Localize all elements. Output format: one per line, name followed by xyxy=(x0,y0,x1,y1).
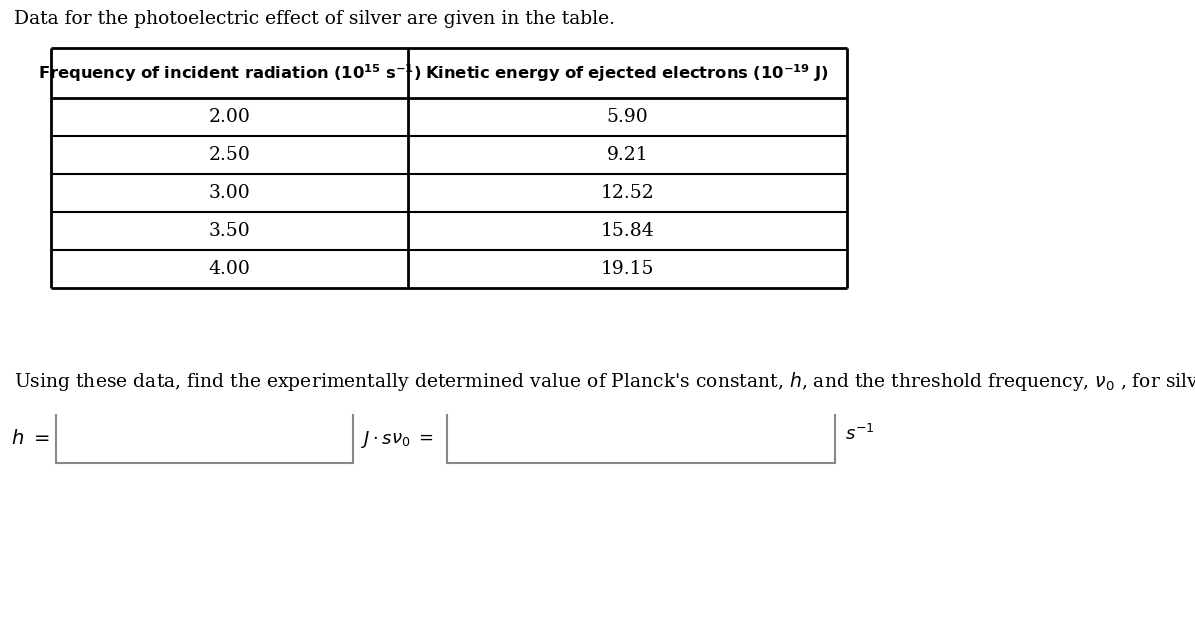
Text: $\bf{Kinetic\ energy\ of\ ejected\ electrons\ (10^{-19}\ J)}$: $\bf{Kinetic\ energy\ of\ ejected\ elect… xyxy=(425,62,829,84)
Text: Using these data, find the experimentally determined value of Planck's constant,: Using these data, find the experimentall… xyxy=(13,370,1195,393)
Text: 2.00: 2.00 xyxy=(209,108,251,126)
Text: 4.00: 4.00 xyxy=(209,260,251,278)
Text: 5.90: 5.90 xyxy=(606,108,648,126)
Text: 2.50: 2.50 xyxy=(209,146,251,164)
Text: $\bf{Frequency\ of\ incident\ radiation\ (10^{15}\ s^{-1})}$: $\bf{Frequency\ of\ incident\ radiation\… xyxy=(38,62,422,84)
Text: 9.21: 9.21 xyxy=(606,146,648,164)
Text: 19.15: 19.15 xyxy=(601,260,654,278)
Text: $h\ =$: $h\ =$ xyxy=(11,430,50,448)
Text: $\nu_0\ =$: $\nu_0\ =$ xyxy=(391,430,434,448)
Text: $s^{-1}$: $s^{-1}$ xyxy=(845,424,875,444)
Text: 3.50: 3.50 xyxy=(209,222,251,240)
Text: 3.00: 3.00 xyxy=(209,184,251,202)
Text: $J \cdot s$: $J \cdot s$ xyxy=(361,428,393,450)
Text: 15.84: 15.84 xyxy=(600,222,654,240)
Text: Data for the photoelectric effect of silver are given in the table.: Data for the photoelectric effect of sil… xyxy=(13,10,614,28)
Text: 12.52: 12.52 xyxy=(600,184,654,202)
